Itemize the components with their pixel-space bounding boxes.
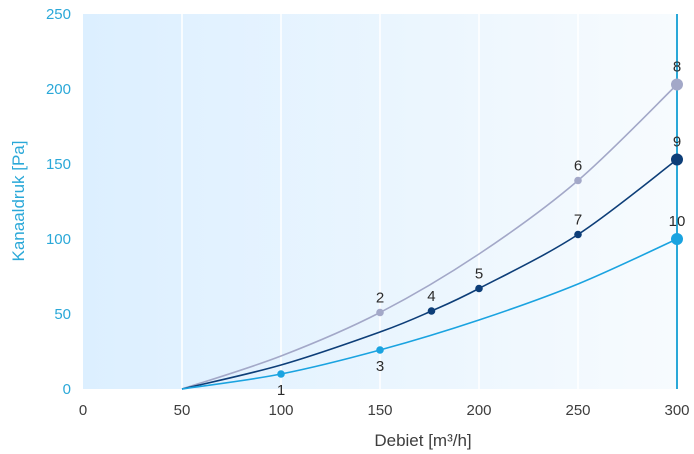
series-line-1 — [181, 83, 678, 390]
grid — [181, 14, 579, 389]
point-label-3: 3 — [376, 358, 384, 375]
point-label-7: 7 — [574, 212, 582, 229]
data-point-10 — [671, 233, 683, 245]
data-point-4 — [427, 307, 436, 315]
x-tick-200: 200 — [466, 402, 491, 419]
data-point-8 — [671, 78, 683, 91]
point-label-9: 9 — [673, 134, 681, 151]
x-tick-100: 100 — [268, 402, 293, 419]
data-point-1 — [277, 370, 285, 378]
y-tick-200: 200 — [46, 81, 71, 98]
data-point-5 — [475, 284, 483, 293]
data-point-2 — [376, 308, 384, 317]
point-labels: 2 6 8 4 5 7 9 1 3 10 — [277, 59, 686, 400]
y-tick-0: 0 — [63, 381, 71, 398]
data-point-3 — [376, 346, 384, 354]
series-group — [181, 78, 683, 390]
point-label-8: 8 — [673, 59, 681, 76]
x-tick-150: 150 — [367, 402, 392, 419]
point-label-1: 1 — [277, 382, 285, 399]
x-tick-labels: 0 50 100 150 200 250 300 — [79, 402, 690, 419]
point-label-4: 4 — [427, 288, 435, 305]
y-tick-250: 250 — [46, 6, 71, 23]
x-tick-300: 300 — [664, 402, 689, 419]
x-tick-0: 0 — [79, 402, 87, 419]
series-line-3 — [181, 238, 678, 390]
y-tick-labels: 0 50 100 150 200 250 — [46, 6, 71, 398]
y-axis-label: Kanaaldruk [Pa] — [9, 141, 28, 262]
x-tick-250: 250 — [565, 402, 590, 419]
point-label-6: 6 — [574, 158, 582, 175]
x-axis-label: Debiet [m³/h] — [374, 431, 471, 450]
data-point-7 — [574, 230, 582, 239]
data-point-9 — [671, 153, 683, 166]
y-tick-50: 50 — [54, 306, 71, 323]
point-label-10: 10 — [669, 213, 686, 230]
point-label-2: 2 — [376, 290, 384, 307]
point-label-5: 5 — [475, 266, 483, 283]
y-tick-100: 100 — [46, 231, 71, 248]
y-tick-150: 150 — [46, 156, 71, 173]
x-tick-50: 50 — [174, 402, 191, 419]
data-point-6 — [574, 176, 582, 185]
